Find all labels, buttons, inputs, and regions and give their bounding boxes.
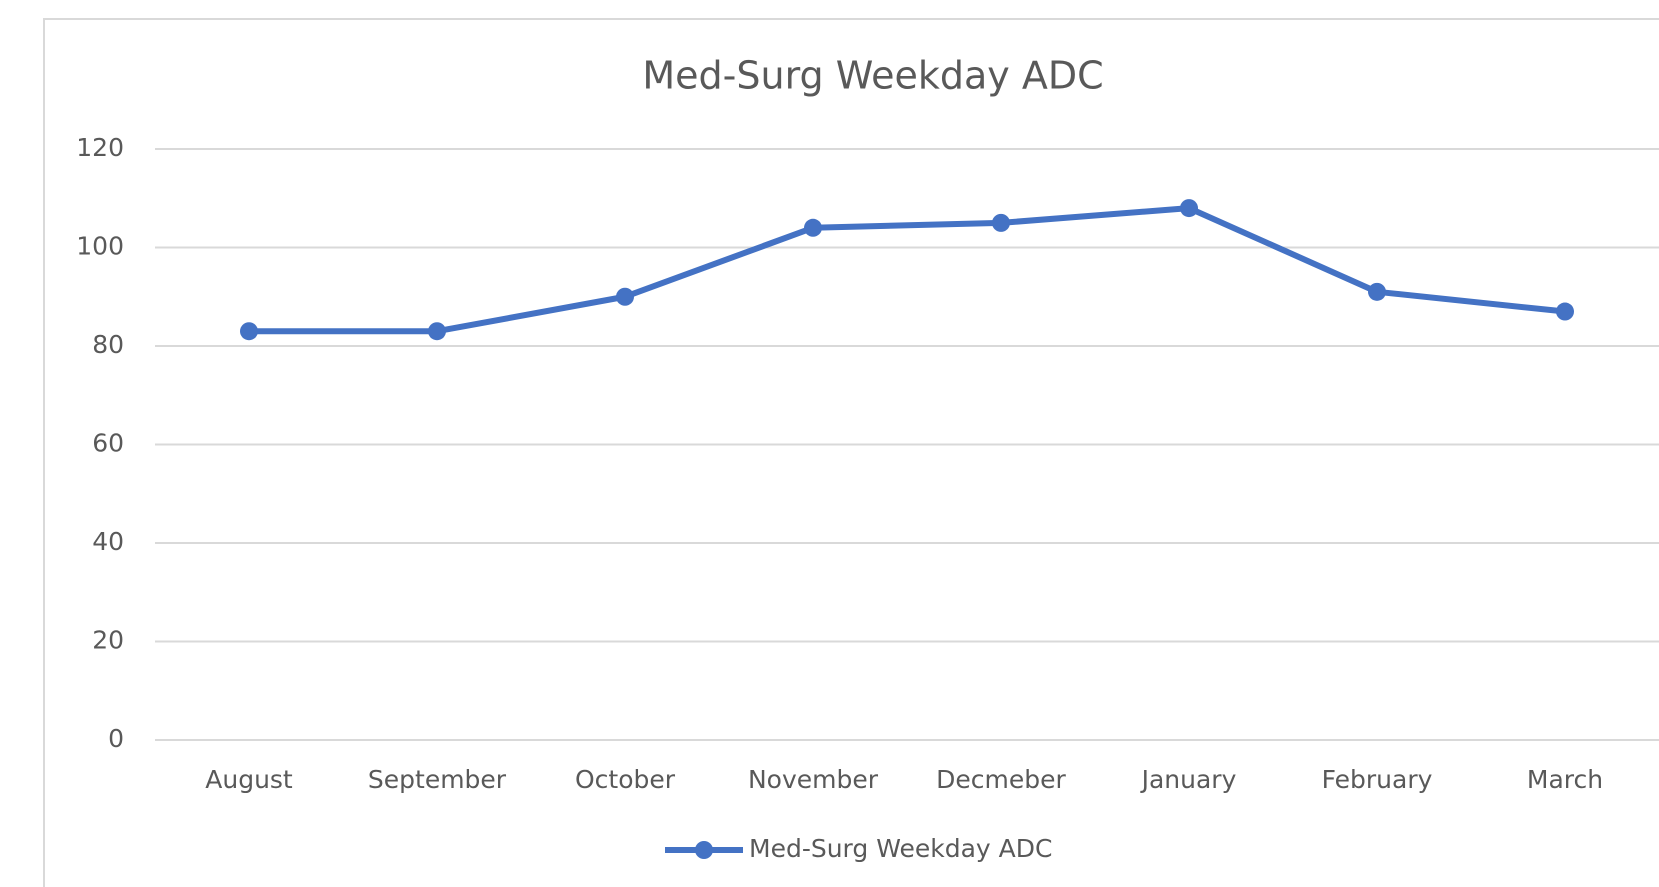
chart-frame — [43, 18, 1659, 887]
y-tick-label: 20 — [92, 626, 124, 655]
x-tick-label: September — [368, 765, 507, 794]
data-point — [1368, 282, 1386, 301]
x-tick-label: February — [1322, 765, 1433, 794]
data-point — [1180, 199, 1198, 218]
data-point — [240, 322, 258, 341]
series-line — [249, 205, 1566, 335]
legend-marker — [695, 841, 713, 859]
y-tick-label: 60 — [92, 429, 124, 458]
y-tick-label: 120 — [76, 133, 124, 162]
x-tick-label: August — [205, 765, 293, 794]
x-tick-label: January — [1140, 765, 1237, 794]
data-point — [428, 322, 446, 341]
y-tick-label: 0 — [108, 724, 124, 753]
data-point — [804, 218, 822, 237]
x-tick-label: October — [575, 765, 676, 794]
x-tick-label: November — [748, 765, 879, 794]
y-tick-label: 80 — [92, 330, 124, 359]
x-tick-label: March — [1527, 765, 1603, 794]
chart-title: Med-Surg Weekday ADC — [642, 54, 1103, 98]
y-tick-label: 100 — [76, 232, 124, 261]
data-point — [992, 213, 1010, 232]
data-point — [616, 287, 634, 306]
data-point — [1556, 302, 1574, 321]
legend-label: Med-Surg Weekday ADC — [749, 834, 1052, 863]
x-tick-label: Decmeber — [936, 765, 1066, 794]
y-tick-label: 40 — [92, 527, 124, 556]
